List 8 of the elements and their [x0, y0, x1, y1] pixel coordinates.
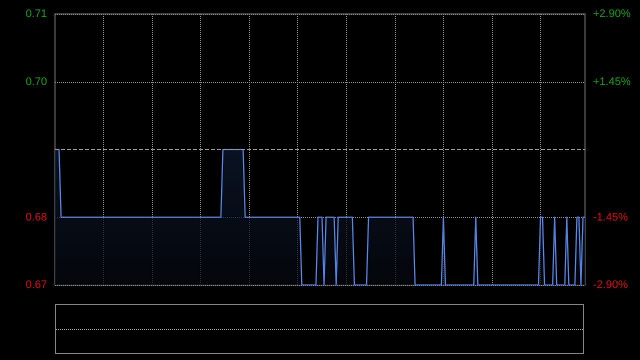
y2-tick-label: -2.90%: [593, 279, 628, 291]
y2-tick-label: +2.90%: [593, 8, 631, 20]
y-tick-label: 0.68: [26, 211, 47, 224]
y-tick-label: 0.70: [26, 76, 47, 88]
y-tick-label: 0.67: [26, 279, 47, 291]
y2-tick-label: +1.45%: [593, 76, 631, 88]
y-tick-label: 0.71: [26, 8, 47, 20]
y2-tick-label: -1.45%: [593, 211, 628, 224]
